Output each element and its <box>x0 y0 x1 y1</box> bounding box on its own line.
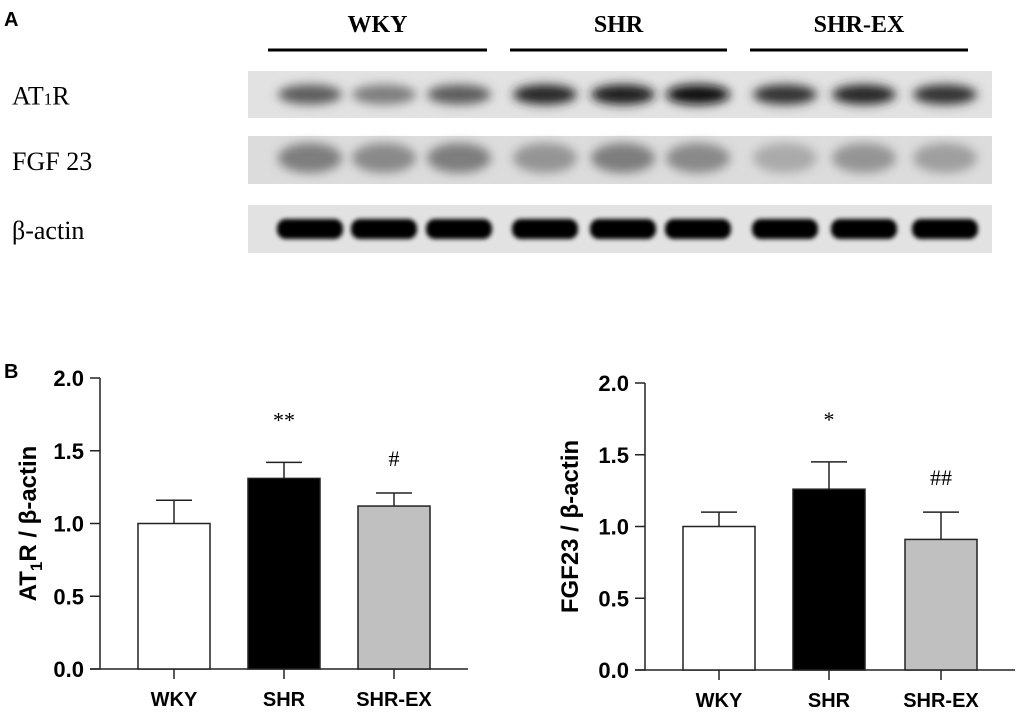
blot-band <box>913 143 977 173</box>
blot-band <box>351 219 417 239</box>
blot-band <box>832 84 896 105</box>
y-tick-label: 2.0 <box>53 366 84 391</box>
blot-band <box>665 219 731 239</box>
row-label-sub: 1 <box>44 90 53 109</box>
y-label-end: R / β-actin <box>15 446 42 562</box>
blot-band <box>912 219 978 239</box>
y-tick-label: 0.5 <box>53 584 84 609</box>
row-label: β-actin <box>12 216 84 245</box>
bar-shr <box>247 477 321 670</box>
blot-band <box>278 143 342 173</box>
blot-band <box>277 219 343 239</box>
blot-band <box>426 219 492 239</box>
x-tick-label: WKY <box>696 690 743 712</box>
y-label-sub: 1 <box>27 562 46 571</box>
y-tick-label: 1.0 <box>598 515 629 540</box>
panel-a-label: A <box>4 9 18 31</box>
blot-band <box>753 84 817 105</box>
y-axis-label: FGF23 / β-actin <box>557 440 584 613</box>
blot-band <box>278 84 342 105</box>
y-tick-label: 0.0 <box>598 658 629 683</box>
x-tick-label: SHR-EX <box>356 689 432 711</box>
group-label: WKY <box>348 12 408 38</box>
blot-band <box>512 219 578 239</box>
y-tick-label: 0.0 <box>53 657 84 682</box>
y-tick-label: 2.0 <box>598 371 629 396</box>
x-tick-label: SHR <box>808 690 851 712</box>
row-label: AT1R <box>12 82 70 111</box>
bar-shr-ex <box>904 538 978 671</box>
y-label-main: AT <box>15 571 42 602</box>
blot-band <box>832 143 896 173</box>
blot-row <box>248 136 992 184</box>
blot-band <box>513 84 577 105</box>
bar-shr <box>792 488 866 671</box>
y-tick-label: 1.5 <box>53 439 84 464</box>
blot-band <box>427 84 491 105</box>
row-label-end: R <box>52 82 70 111</box>
y-label-main: FGF23 / β-actin <box>557 440 584 613</box>
blot-band <box>831 219 897 239</box>
group-label: SHR-EX <box>814 12 905 38</box>
blot-band <box>352 84 416 105</box>
bar-shr-ex <box>357 505 431 670</box>
panel-b-label: B <box>4 361 18 383</box>
significance-mark: * <box>824 407 835 432</box>
blot-band <box>591 84 655 105</box>
blot-row <box>248 205 992 253</box>
blot-band <box>427 143 491 173</box>
significance-mark: ** <box>273 407 295 432</box>
group-label: SHR <box>594 12 644 38</box>
western-blot: WKY SHR SHR-EX AT1R FGF 23 β-actin <box>12 12 992 253</box>
row-label-main: AT <box>12 82 44 111</box>
bar-wky <box>682 525 756 671</box>
y-tick-label: 1.5 <box>598 443 629 468</box>
row-label-main: β-actin <box>12 216 84 245</box>
blot-band <box>752 219 818 239</box>
row-label: FGF 23 <box>12 147 92 176</box>
significance-mark: ## <box>930 465 952 490</box>
x-tick-label: WKY <box>151 689 198 711</box>
blot-band <box>352 143 416 173</box>
significance-mark: # <box>389 446 400 471</box>
blot-row <box>248 71 992 118</box>
blot-band <box>753 143 817 173</box>
y-axis-label: AT1R / β-actin <box>15 446 46 602</box>
chart-at1r: 0.0 0.5 1.0 1.5 2.0 WKY SHR ** SHR-EX # AT1R / β-a… <box>15 366 468 711</box>
x-tick-label: SHR <box>263 689 306 711</box>
x-tick-label: SHR-EX <box>903 690 979 712</box>
blot-band <box>666 143 730 173</box>
blot-band <box>513 143 577 173</box>
blot-band <box>666 84 730 105</box>
blot-band <box>590 219 656 239</box>
blot-band <box>591 143 655 173</box>
row-label-main: FGF 23 <box>12 147 92 176</box>
chart-fgf23: 0.0 0.5 1.0 1.5 2.0 WKY SHR * SHR-EX ## FGF23 / β-… <box>557 371 1015 712</box>
bar-wky <box>137 522 211 670</box>
y-tick-label: 1.0 <box>53 512 84 537</box>
y-tick-label: 0.5 <box>598 586 629 611</box>
blot-band <box>913 84 977 105</box>
